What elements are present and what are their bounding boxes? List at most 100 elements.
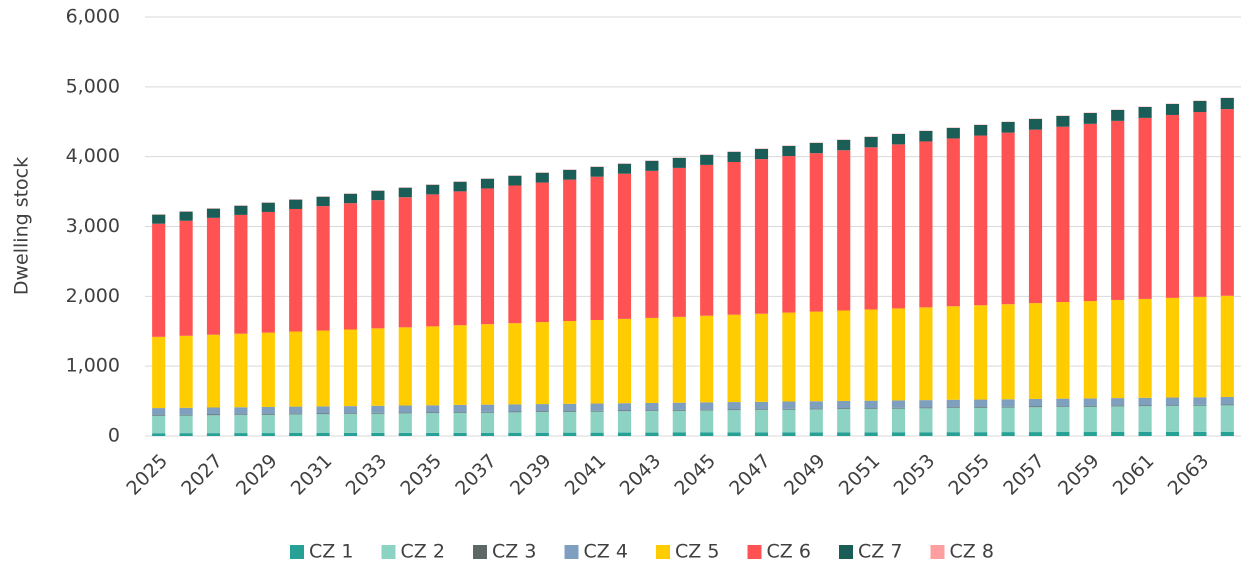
x-tick-label: 2051 bbox=[835, 450, 885, 500]
bar-segment bbox=[398, 197, 412, 328]
bar-segment bbox=[837, 409, 851, 433]
bar-segment bbox=[371, 190, 385, 201]
legend-label: CZ 6 bbox=[767, 541, 811, 563]
bar-segment bbox=[946, 306, 960, 400]
x-tick-label: 2041 bbox=[561, 450, 611, 500]
bar-segment bbox=[316, 196, 330, 207]
bar-segment bbox=[1056, 406, 1070, 407]
bar-segment bbox=[809, 311, 823, 402]
bar-segment bbox=[919, 400, 933, 408]
bar-segment bbox=[782, 408, 796, 410]
bar-segment bbox=[754, 159, 769, 314]
bar-segment bbox=[1220, 295, 1234, 397]
legend-swatch bbox=[290, 545, 304, 559]
y-tick-label: 3,000 bbox=[66, 215, 120, 237]
x-tick-label: 2029 bbox=[232, 450, 282, 500]
y-tick-label: 0 bbox=[108, 425, 120, 447]
bar-segment bbox=[563, 410, 577, 412]
bar-segment bbox=[617, 411, 632, 433]
bar-segment bbox=[1193, 296, 1207, 398]
bar-segment bbox=[480, 411, 495, 413]
bar-segment bbox=[480, 412, 495, 433]
bar-segment bbox=[837, 408, 851, 410]
bar-segment bbox=[426, 432, 440, 436]
bar-segment bbox=[1001, 399, 1015, 407]
bar-segment bbox=[617, 410, 632, 412]
bar-segment bbox=[316, 413, 330, 415]
bar-segment bbox=[371, 412, 385, 414]
bar-segment bbox=[206, 217, 221, 335]
x-tick-label: 2037 bbox=[451, 450, 501, 500]
bar-segment bbox=[837, 400, 851, 409]
bar-segment bbox=[727, 409, 741, 411]
bar-segment bbox=[343, 203, 358, 330]
bar-segment bbox=[946, 432, 960, 436]
bar-segment bbox=[1138, 117, 1152, 299]
bar-segment bbox=[453, 181, 467, 192]
bar-segment bbox=[645, 410, 659, 433]
bar-segment bbox=[891, 144, 906, 309]
y-axis-label: Dwelling stock bbox=[11, 157, 33, 295]
bar-segment bbox=[1111, 431, 1125, 436]
x-tick-label: 2061 bbox=[1109, 450, 1159, 500]
bar-segment bbox=[1001, 121, 1015, 133]
bar-segment bbox=[508, 411, 522, 413]
bar-segment bbox=[234, 433, 248, 436]
legend-swatch bbox=[473, 545, 487, 559]
y-tick-label: 5,000 bbox=[66, 75, 120, 97]
bar-segment bbox=[1165, 405, 1180, 432]
bar-segment bbox=[782, 145, 796, 157]
bar-segment bbox=[563, 169, 577, 180]
bar-segment bbox=[508, 412, 522, 433]
x-tick-label: 2047 bbox=[725, 450, 775, 500]
bar-segment bbox=[316, 414, 330, 433]
bar-segment bbox=[1111, 109, 1125, 121]
bar-segment bbox=[261, 414, 275, 434]
bar-segment bbox=[343, 413, 358, 433]
bar-segment bbox=[1138, 106, 1152, 118]
bar-segment bbox=[782, 312, 796, 402]
bar-segment bbox=[1220, 431, 1234, 436]
bar-segment bbox=[289, 414, 303, 433]
bar-segment bbox=[645, 317, 659, 403]
bar-segment bbox=[809, 142, 823, 154]
bar-segment bbox=[891, 432, 906, 436]
bar-segment bbox=[1165, 297, 1180, 398]
bar-segment bbox=[754, 401, 769, 410]
bar-segment bbox=[617, 432, 632, 436]
bar-segment bbox=[1165, 405, 1180, 406]
bar-segment bbox=[590, 320, 604, 404]
bar-segment bbox=[426, 326, 440, 406]
bar-segment bbox=[563, 411, 577, 433]
bar-segment bbox=[206, 415, 221, 434]
bar-segment bbox=[891, 133, 906, 145]
y-tick-label: 2,000 bbox=[66, 285, 120, 307]
bar-segment bbox=[508, 185, 522, 324]
legend-label: CZ 7 bbox=[858, 541, 902, 563]
bar-segment bbox=[754, 432, 769, 436]
x-tick-label: 2039 bbox=[506, 450, 556, 500]
bar-segment bbox=[316, 330, 330, 407]
bar-segment bbox=[535, 411, 549, 433]
bar-segment bbox=[1193, 405, 1207, 432]
bar-segment bbox=[590, 432, 604, 436]
bar-segment bbox=[1028, 303, 1043, 399]
bar-segment bbox=[645, 160, 659, 171]
bar-segment bbox=[371, 328, 385, 406]
bar-segment bbox=[672, 410, 686, 433]
bar-segment bbox=[946, 407, 960, 408]
x-tick-label: 2059 bbox=[1054, 450, 1104, 500]
bar-segment bbox=[919, 307, 933, 401]
bar-segment bbox=[1220, 404, 1234, 406]
bar-segment bbox=[343, 413, 358, 414]
bar-segment bbox=[426, 184, 440, 195]
bar-segment bbox=[700, 164, 714, 316]
bar-segment bbox=[1111, 405, 1125, 407]
bar-segment bbox=[152, 433, 166, 436]
x-tick-label: 2045 bbox=[670, 450, 720, 500]
bar-segment bbox=[1193, 397, 1207, 405]
bar-segment bbox=[1028, 398, 1043, 407]
legend-label: CZ 1 bbox=[309, 541, 353, 563]
x-tick-label: 2025 bbox=[122, 450, 172, 500]
bar-segment bbox=[563, 321, 577, 404]
